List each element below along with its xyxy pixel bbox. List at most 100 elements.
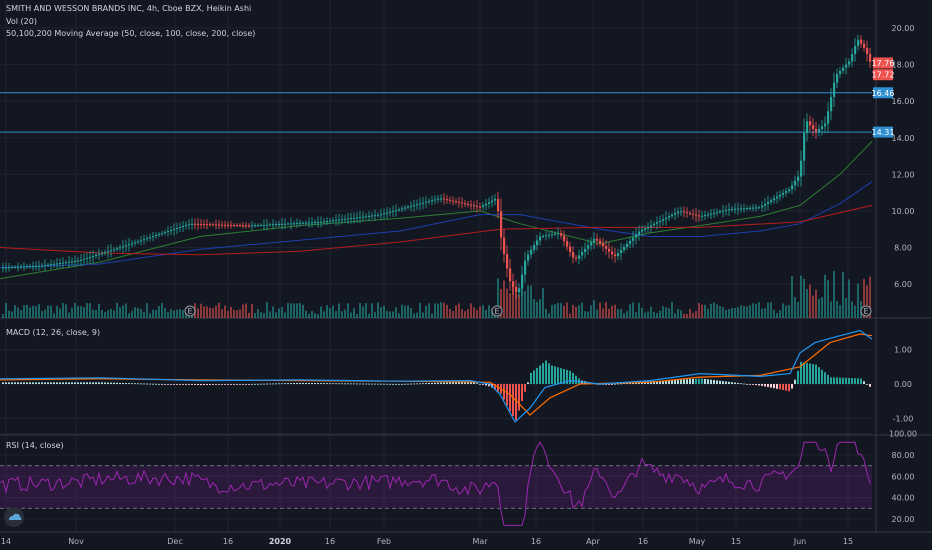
volume-bar — [857, 283, 859, 318]
candle-body — [122, 246, 125, 248]
macd-hist-bar — [503, 384, 505, 400]
price-tick-0: 20.00 — [892, 24, 915, 33]
macd-hist-bar — [62, 382, 64, 384]
macd-hist-bar — [572, 372, 574, 384]
candle-body — [407, 206, 410, 208]
macd-hist-bar — [455, 382, 457, 384]
volume-bar — [584, 311, 586, 318]
candle-body — [389, 211, 392, 213]
volume-bar — [389, 311, 391, 318]
time-tick-7: Mar — [472, 537, 488, 546]
macd-hist-bar — [560, 368, 562, 384]
candle-body — [479, 206, 482, 208]
candle-body — [332, 220, 335, 222]
candle-body — [449, 199, 452, 201]
candle-body — [347, 218, 350, 220]
volume-bar — [326, 305, 328, 318]
candle-body — [587, 245, 590, 249]
time-tick-8: 16 — [531, 537, 541, 546]
macd-hist-bar — [245, 384, 247, 385]
macd-hist-bar — [515, 384, 517, 420]
macd-hist-bar — [365, 383, 367, 385]
macd-hist-bar — [41, 382, 43, 384]
macd-hist-bar — [392, 383, 394, 385]
candle-body — [353, 217, 356, 219]
candle-body — [734, 208, 737, 210]
macd-hist-bar — [380, 383, 382, 385]
volume-bar — [554, 304, 556, 318]
volume-bar — [245, 303, 247, 318]
macd-hist-bar — [101, 382, 103, 384]
macd-hist-bar — [512, 384, 514, 417]
macd-line — [0, 329, 873, 423]
volume-bar — [374, 311, 376, 318]
candle-body — [176, 227, 179, 229]
candle-body — [659, 220, 662, 223]
volume-bar — [83, 307, 85, 318]
volume-bar — [140, 308, 142, 318]
volume-bar — [392, 311, 394, 318]
volume-bar — [596, 309, 598, 318]
macd-hist-bar — [611, 384, 613, 385]
rsi-line — [0, 441, 871, 526]
macd-hist-bar — [530, 372, 532, 384]
macd-hist-bar — [221, 384, 223, 385]
volume-bar — [131, 310, 133, 318]
macd-hist-bar — [305, 382, 307, 384]
macd-hist-bar — [746, 383, 748, 385]
volume-bar — [14, 305, 16, 318]
macd-hist-bar — [347, 383, 349, 385]
candle-body — [590, 242, 593, 246]
volume-bar — [746, 306, 748, 318]
macd-hist-bar — [620, 383, 622, 385]
candle-body — [746, 208, 749, 210]
volume-bar — [125, 303, 127, 318]
macd-hist-bar — [239, 384, 241, 385]
macd-hist-bar — [743, 383, 745, 385]
macd-hist-bar — [488, 384, 490, 387]
candle-body — [371, 215, 374, 217]
candle-body — [74, 260, 77, 262]
volume-bar — [800, 275, 802, 318]
candle-body — [485, 203, 488, 206]
volume-bar — [569, 313, 571, 318]
macd-hist-bar — [815, 364, 817, 384]
macd-hist-bar — [521, 384, 523, 402]
candle-body — [224, 224, 227, 226]
volume-bar — [719, 306, 721, 318]
macd-hist-bar — [752, 384, 754, 385]
volume-bar — [98, 303, 100, 318]
candle-body — [725, 209, 728, 211]
candle-body — [323, 221, 326, 223]
volume-bar — [752, 303, 754, 318]
macd-hist-bar — [356, 383, 358, 385]
macd-hist-bar — [836, 377, 838, 384]
volume-bar — [515, 293, 517, 318]
candle-body — [62, 262, 65, 264]
candle-body — [56, 263, 59, 265]
volume-bar — [407, 305, 409, 318]
volume-bar — [2, 313, 4, 318]
price-tick-2: 16.00 — [892, 97, 915, 106]
volume-bar — [20, 310, 22, 318]
candle-body — [395, 210, 398, 212]
cloud-icon — [9, 513, 22, 520]
candle-body — [41, 265, 44, 267]
candle-body — [89, 256, 92, 258]
earnings-marker-label-1: E — [494, 307, 499, 316]
volume-bar — [767, 302, 769, 318]
volume-bar — [809, 284, 811, 318]
candle-body — [644, 228, 647, 230]
volume-bar — [743, 306, 745, 318]
macd-hist-bar — [653, 381, 655, 384]
macd-hist-bar — [290, 383, 292, 384]
macd-hist-bar — [383, 383, 385, 385]
volume-bar — [443, 302, 445, 318]
candle-body — [98, 254, 101, 256]
volume-bar — [296, 303, 298, 318]
candle-body — [617, 253, 620, 257]
volume-bar — [308, 313, 310, 318]
macd-hist-bar — [845, 377, 847, 384]
volume-bar — [401, 304, 403, 318]
